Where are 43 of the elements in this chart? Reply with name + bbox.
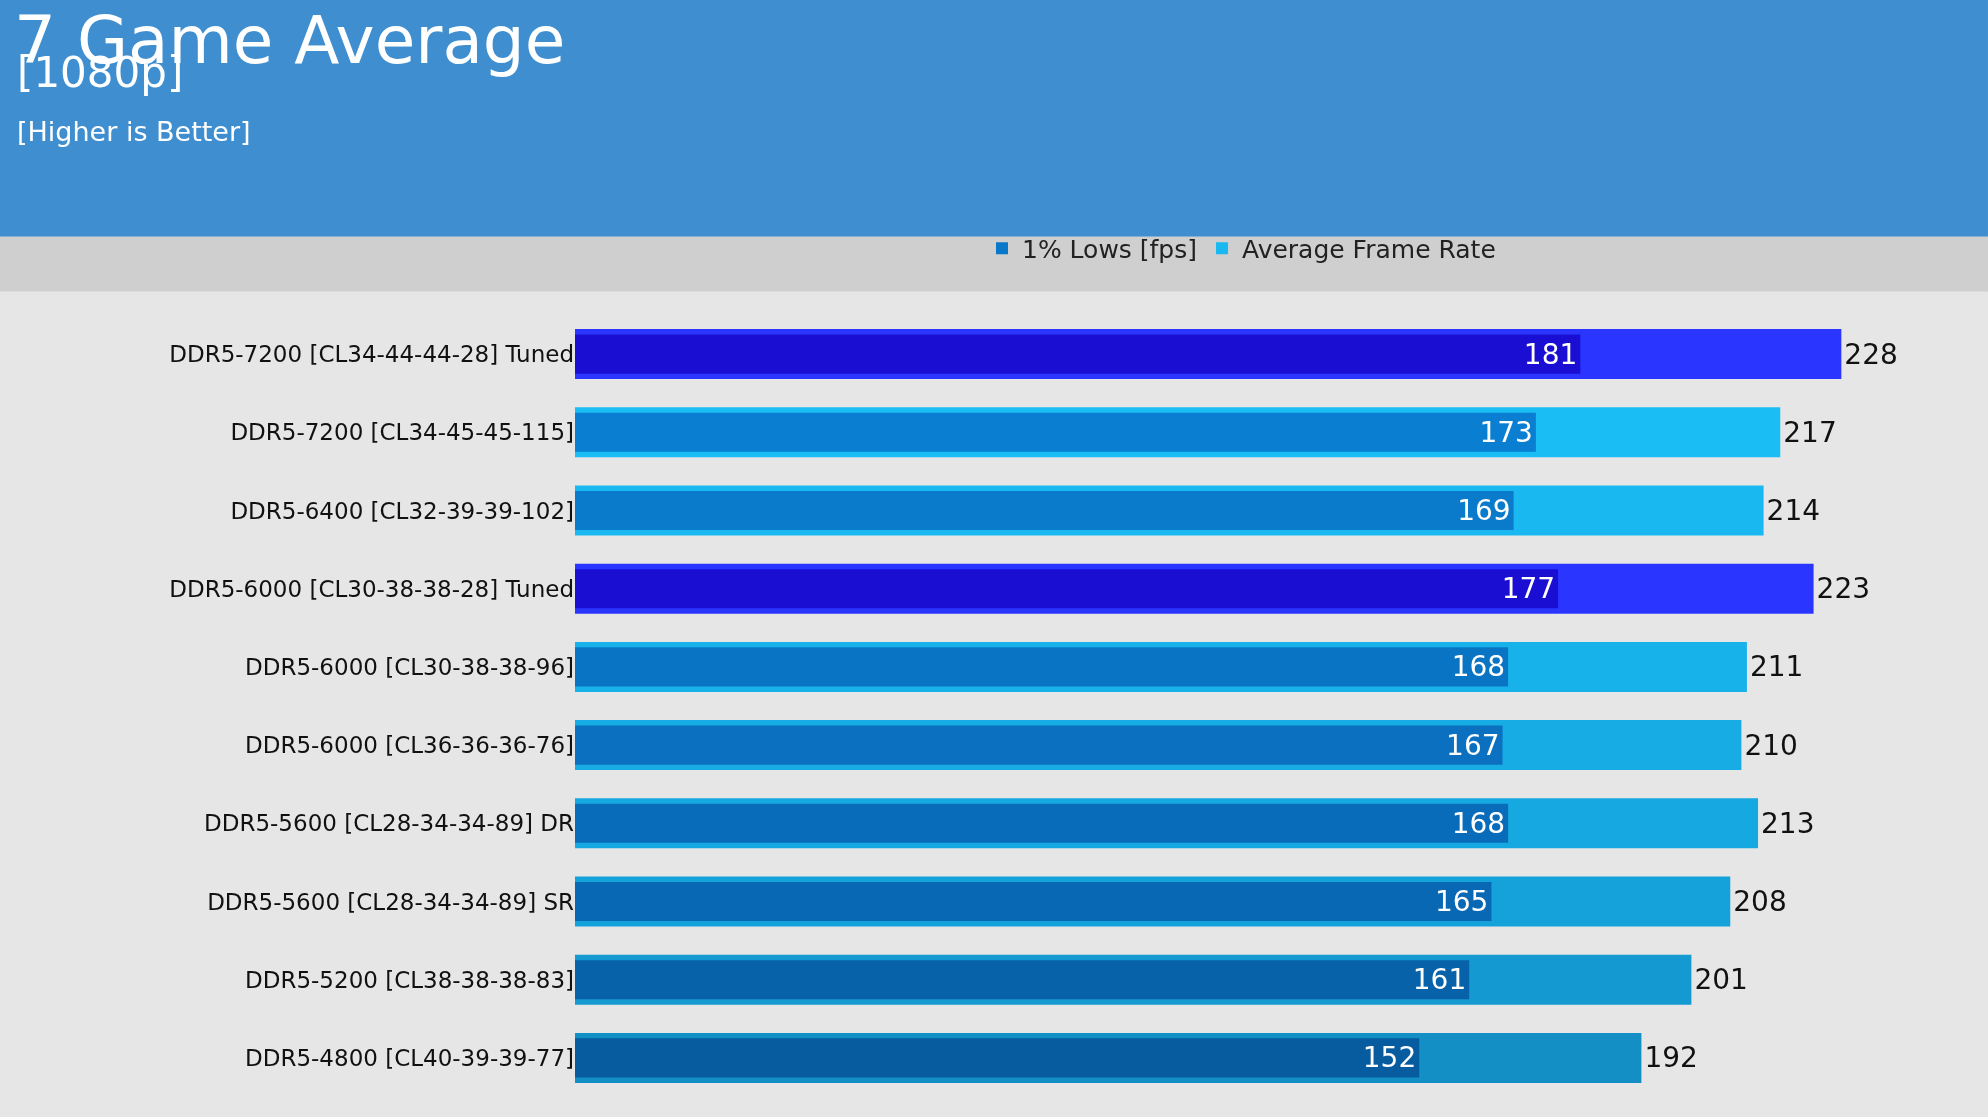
y-tick-label: DDR5-5600 [CL28-34-34-89] DR [204, 810, 575, 837]
y-tick-label: DDR5-5200 [CL38-38-38-83] [245, 966, 574, 993]
data-label: 217 [1783, 415, 1837, 449]
bar [575, 803, 1509, 843]
bar [575, 960, 1470, 1000]
y-tick-label: DDR5-5600 [CL28-34-34-89] SR [207, 888, 575, 915]
y-tick-label: DDR5-4800 [CL40-39-39-77] [245, 1044, 574, 1071]
data-label: 168 [1451, 806, 1506, 840]
bar [575, 1038, 1420, 1078]
bar [575, 412, 1536, 452]
bar [575, 647, 1509, 687]
y-tick-label: DDR5-6000 [CL30-38-38-96] [245, 653, 574, 680]
data-label: 214 [1766, 494, 1821, 527]
data-label: 228 [1844, 337, 1898, 371]
data-label: 192 [1644, 1041, 1698, 1075]
data-label: 208 [1733, 885, 1787, 918]
legend-label: 1% Lows [fps] [1022, 235, 1198, 265]
data-label: 210 [1744, 728, 1798, 762]
y-tick-label: DDR5-7200 [CL34-44-44-28] Tuned [169, 341, 574, 368]
bar [575, 881, 1492, 922]
y-tick-label: DDR5-6000 [CL30-38-38-28] Tuned [169, 575, 574, 602]
data-label: 167 [1446, 728, 1500, 762]
bar [575, 569, 1559, 609]
legend-label: Average Frame Rate [1242, 235, 1496, 265]
data-label: 223 [1816, 572, 1871, 606]
data-label: 181 [1523, 337, 1578, 371]
data-label: 165 [1434, 885, 1489, 918]
data-label: 152 [1362, 1041, 1417, 1075]
data-label: 213 [1761, 806, 1815, 840]
data-label: 168 [1451, 650, 1506, 684]
data-label: 169 [1457, 494, 1511, 527]
text: [Higher is Better] [17, 116, 251, 147]
bar [575, 334, 1581, 374]
bar [575, 725, 1503, 765]
data-label: 211 [1749, 650, 1804, 684]
data-label: 201 [1694, 963, 1748, 997]
data-label: 173 [1479, 415, 1533, 449]
y-tick-label: DDR5-6000 [CL36-36-36-76] [245, 732, 574, 759]
data-label: 177 [1501, 572, 1556, 606]
y-tick-label: DDR5-6400 [CL32-39-39-102] [230, 497, 574, 524]
data-label: 161 [1412, 963, 1467, 997]
bar [575, 490, 1514, 531]
y-tick-label: DDR5-7200 [CL34-45-45-115] [230, 419, 574, 446]
